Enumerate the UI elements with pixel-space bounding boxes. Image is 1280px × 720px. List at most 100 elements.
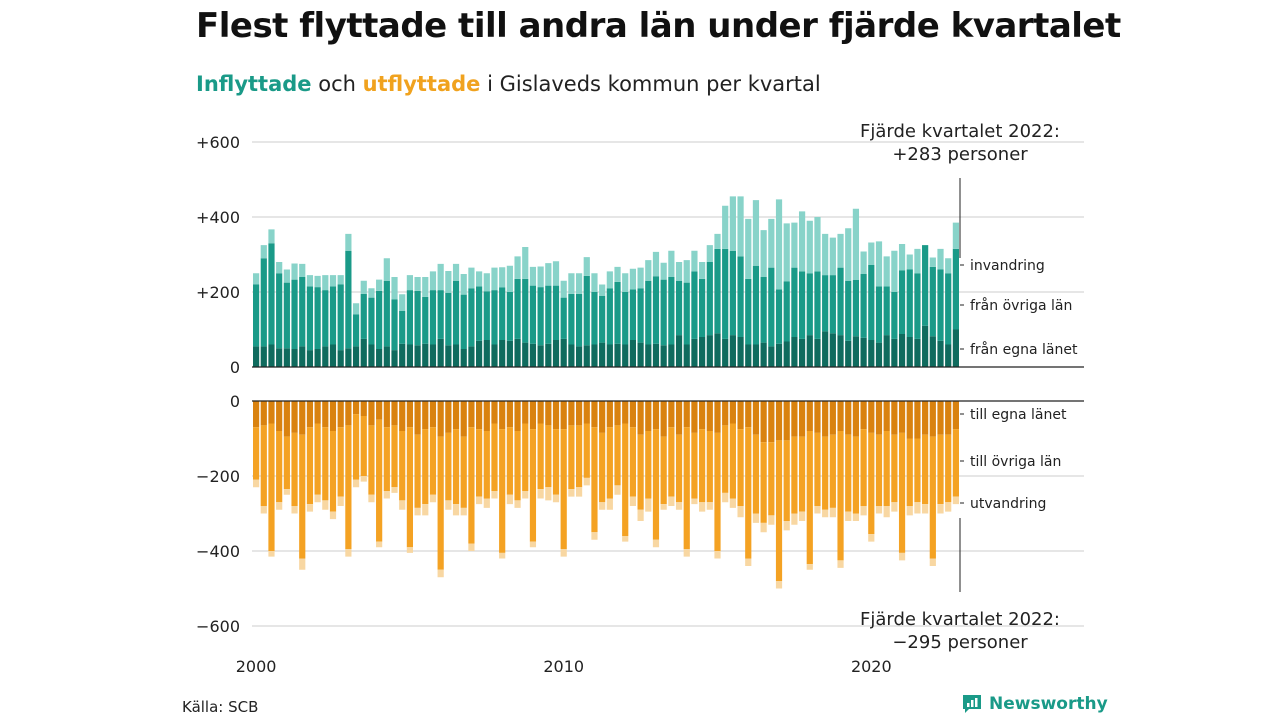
bar-out-own: [683, 401, 690, 428]
bar-in-other: [560, 297, 567, 339]
bar-in-other: [522, 278, 529, 343]
bar-out-other: [606, 427, 613, 499]
bar-out-other: [568, 425, 575, 490]
bar-out-other: [476, 429, 483, 497]
bar-in-immig: [591, 273, 598, 292]
bar-in-own: [952, 329, 959, 367]
bar-in-own: [283, 348, 290, 367]
bar-out-own: [399, 401, 406, 431]
bar-in-other: [945, 273, 952, 345]
annotation-top-line2: +283 personer: [892, 144, 1028, 165]
bar-out-other: [645, 431, 652, 499]
bar-in-own: [791, 337, 798, 367]
bar-out-other: [537, 423, 544, 490]
bar-out-emig: [922, 504, 929, 514]
bar-out-own: [891, 401, 898, 435]
bar-in-immig: [568, 273, 575, 294]
bar-out-other: [414, 434, 421, 508]
bar-out-other: [345, 425, 352, 550]
bar-in-own: [914, 338, 921, 367]
bar-out-own: [429, 401, 437, 428]
bar-out-emig: [883, 506, 890, 518]
bar-in-immig: [783, 223, 790, 282]
bar-in-immig: [737, 196, 744, 257]
bar-out-emig: [837, 560, 844, 568]
bar-out-own: [645, 401, 652, 431]
bar-out-own: [452, 401, 460, 430]
bar-in-immig: [898, 244, 906, 271]
bar-in-other: [568, 293, 575, 345]
bar-out-other: [445, 432, 452, 501]
bar-in-own: [760, 342, 767, 367]
bar-out-emig: [622, 536, 629, 542]
bar-in-other: [875, 286, 883, 343]
bar-out-own: [791, 401, 798, 437]
bar-in-immig: [253, 273, 260, 285]
bar-out-other: [691, 432, 698, 499]
bar-in-own: [929, 336, 936, 367]
bar-out-emig: [775, 581, 783, 589]
bar-out-other: [652, 429, 660, 540]
bar-out-other: [945, 434, 952, 503]
bar-out-emig: [329, 511, 337, 520]
bar-out-own: [522, 401, 529, 424]
bar-out-own: [368, 401, 375, 426]
bar-out-own: [622, 401, 629, 424]
bar-in-other: [468, 288, 475, 347]
y-tick-label: +600: [196, 133, 240, 152]
bar-out-emig: [783, 521, 790, 531]
bar-in-immig: [529, 266, 537, 286]
bar-out-own: [476, 401, 483, 430]
bar-out-other: [699, 429, 706, 503]
bar-in-own: [529, 343, 537, 367]
bar-out-own: [699, 401, 706, 430]
bar-out-other: [329, 431, 337, 512]
bar-out-other: [437, 436, 444, 570]
bar-out-emig: [722, 492, 729, 503]
bar-out-emig: [376, 541, 383, 548]
bar-in-other: [452, 280, 460, 345]
bar-out-emig: [445, 500, 452, 510]
bar-in-own: [352, 346, 360, 367]
bar-in-other: [645, 280, 652, 345]
bar-out-emig: [868, 534, 875, 542]
bar-out-own: [829, 401, 836, 435]
bar-out-other: [529, 429, 537, 542]
bar-out-own: [675, 401, 683, 435]
bar-out-own: [614, 401, 621, 426]
bar-out-own: [322, 401, 329, 428]
bar-out-emig: [575, 487, 583, 497]
bar-out-emig: [760, 522, 767, 533]
bar-in-own: [291, 349, 298, 367]
bar-out-other: [499, 429, 506, 553]
bar-in-own: [299, 346, 306, 367]
bar-out-own: [929, 401, 936, 437]
bar-out-other: [722, 425, 729, 493]
bar-in-own: [768, 346, 775, 367]
brand-logo: Newsworthy: [961, 693, 1108, 715]
bar-out-own: [291, 401, 298, 433]
bar-in-other: [706, 262, 713, 336]
bar-out-emig: [845, 511, 852, 521]
bar-in-other: [652, 276, 660, 344]
bar-out-other: [660, 436, 667, 505]
bar-out-own: [552, 401, 560, 430]
bar-out-other: [798, 436, 806, 512]
bar-in-other: [514, 278, 521, 339]
bar-in-immig: [845, 228, 852, 281]
bar-out-emig: [429, 494, 437, 503]
bar-in-own: [314, 349, 321, 367]
bar-out-emig: [545, 487, 552, 501]
bar-out-emig: [314, 494, 321, 503]
bar-in-immig: [376, 279, 383, 291]
y-tick-label: −600: [196, 617, 240, 636]
bar-out-own: [337, 401, 344, 428]
bar-in-immig: [798, 211, 806, 272]
bar-out-emig: [660, 504, 667, 510]
bar-in-immig: [637, 267, 644, 289]
bar-in-own: [383, 346, 390, 367]
bar-out-other: [614, 425, 621, 486]
bar-in-immig: [829, 237, 836, 276]
bar-out-other: [306, 427, 314, 505]
bar-out-other: [337, 427, 344, 497]
